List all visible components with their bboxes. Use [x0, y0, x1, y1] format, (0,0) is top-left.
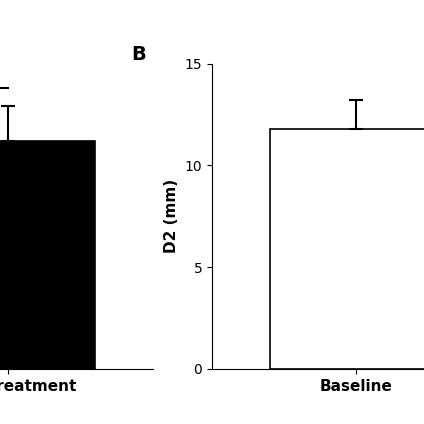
Bar	[0, 141, 95, 369]
Y-axis label: D2 (mm): D2 (mm)	[164, 179, 179, 253]
Text: B: B	[131, 45, 146, 64]
Bar	[270, 129, 424, 369]
